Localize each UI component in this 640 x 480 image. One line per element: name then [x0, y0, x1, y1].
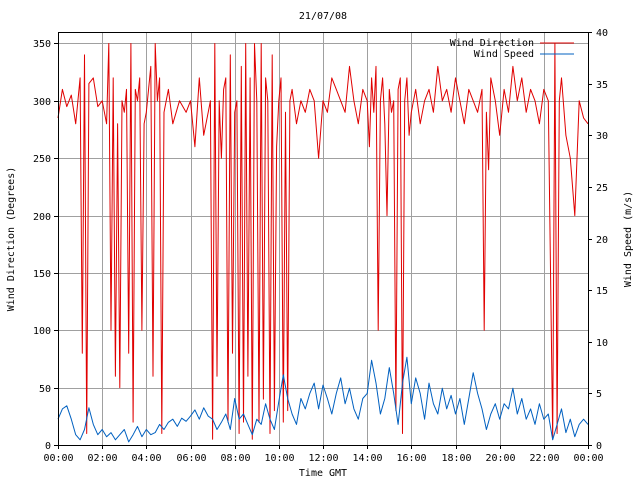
x-tick-label: 02:00 — [87, 453, 117, 464]
y-right-tick-label: 40 — [596, 28, 608, 39]
y-right-axis-title: Wind Speed (m/s) — [623, 191, 634, 287]
y-right-tick-label: 10 — [596, 338, 608, 349]
x-tick-label: 18:00 — [441, 453, 471, 464]
grid-lines — [58, 32, 588, 445]
series-wind-direction — [57, 43, 589, 440]
y-left-tick-label: 50 — [39, 384, 51, 395]
y-right-tick-label: 35 — [596, 80, 608, 91]
legend-label-wind-speed: Wind Speed — [474, 49, 534, 60]
x-tick-label: 12:00 — [308, 453, 338, 464]
y-left-tick-label: 100 — [33, 326, 51, 337]
x-axis-title: Time GMT — [299, 468, 347, 479]
chart-title: 21/07/08 — [299, 11, 347, 22]
x-tick-label: 04:00 — [131, 453, 161, 464]
y-left-tick-label: 350 — [33, 39, 51, 50]
y-left-tick-label: 150 — [33, 269, 51, 280]
x-tick-label: 10:00 — [264, 453, 294, 464]
legend-label-wind-direction: Wind Direction — [450, 38, 534, 49]
y-left-tick-label: 200 — [33, 212, 51, 223]
y-left-axis-title: Wind Direction (Degrees) — [6, 167, 17, 312]
series-wind-speed — [57, 356, 589, 443]
y-right-tick-label: 20 — [596, 235, 608, 246]
y-left-tick-label: 250 — [33, 154, 51, 165]
y-right-tick-label: 5 — [596, 389, 602, 400]
y-right-tick-label: 30 — [596, 131, 608, 142]
legend: Wind Direction Wind Speed — [450, 38, 574, 60]
x-tick-label: 08:00 — [220, 453, 250, 464]
series-line-wind-speed — [57, 356, 589, 443]
x-tick-label: 14:00 — [352, 453, 382, 464]
series-line-wind-direction — [57, 43, 589, 440]
y-right-tick-label: 0 — [596, 441, 602, 452]
x-tick-label: 16:00 — [396, 453, 426, 464]
x-tick-label: 22:00 — [529, 453, 559, 464]
y-left-tick-label: 0 — [45, 441, 51, 452]
axis-ticks — [54, 32, 592, 449]
x-tick-label: 00:00 — [43, 453, 73, 464]
x-tick-label: 06:00 — [176, 453, 206, 464]
x-tick-label: 20:00 — [485, 453, 515, 464]
x-tick-label: 00:00 — [573, 453, 603, 464]
y-right-tick-label: 15 — [596, 286, 608, 297]
y-left-tick-label: 300 — [33, 97, 51, 108]
y-right-tick-label: 25 — [596, 183, 608, 194]
